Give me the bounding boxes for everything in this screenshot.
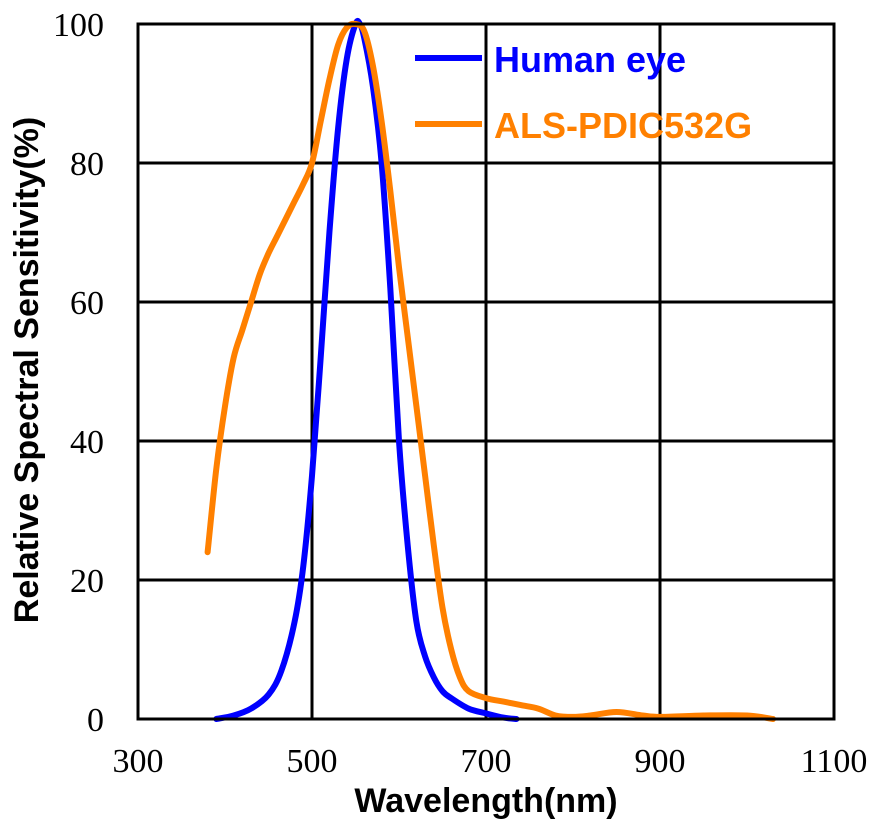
x-axis-title: Wavelength(nm) [354,782,617,820]
y-tick-label-100: 100 [53,7,104,44]
tick-labels: 300 500 700 900 1100 0 20 40 60 80 100 [53,7,867,780]
y-tick-label-0: 0 [87,702,104,739]
series-line-als-pdic532g [204,20,777,722]
y-tick-label-20: 20 [70,563,104,600]
y-tick-label-80: 80 [70,146,104,183]
x-tick-label-1100: 1100 [801,743,868,780]
x-tick-label-900: 900 [635,743,686,780]
y-tick-label-60: 60 [70,285,104,322]
plot-border [136,22,836,721]
y-axis-title: Relative Spectral Sensitivity(%) [8,117,46,623]
x-tick-label-300: 300 [113,743,164,780]
legend: Human eye ALS-PDIC532G [415,39,752,146]
x-tick-label-700: 700 [461,743,512,780]
y-tick-label-40: 40 [70,424,104,461]
plot-frame [136,22,836,721]
x-tick-label-500: 500 [287,743,338,780]
legend-label-human-eye: Human eye [494,39,686,80]
legend-label-als-pdic532g: ALS-PDIC532G [494,105,752,146]
series-lines [204,17,777,722]
